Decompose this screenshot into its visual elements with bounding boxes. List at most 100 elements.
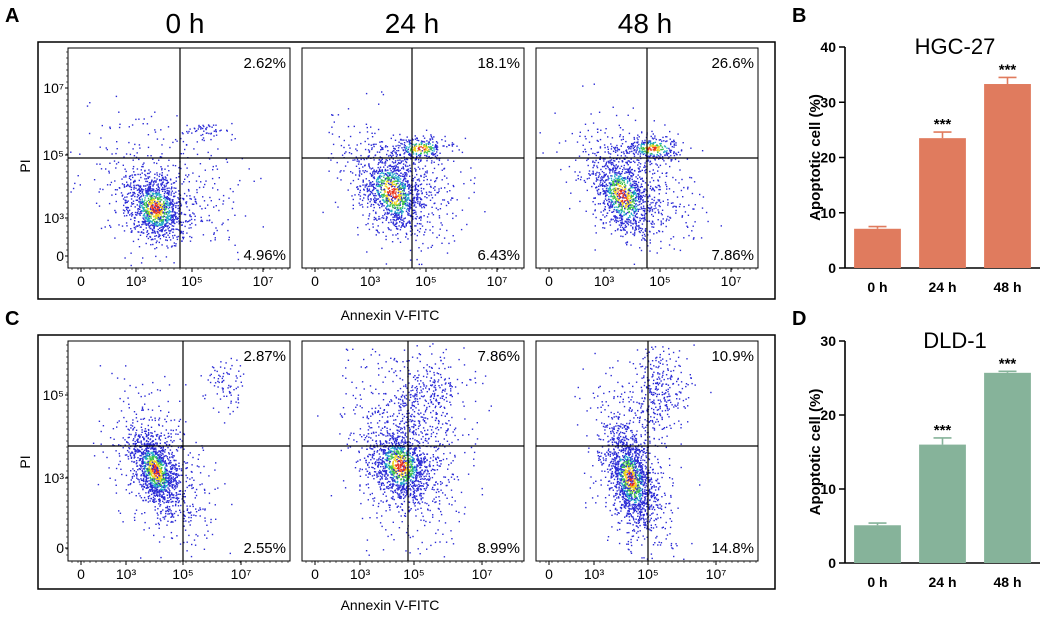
scatter-point: [186, 232, 188, 234]
scatter-point: [163, 226, 165, 228]
scatter-point: [382, 148, 384, 150]
scatter-point: [146, 206, 148, 208]
scatter-point: [140, 442, 142, 444]
scatter-point: [643, 144, 645, 146]
scatter-point: [381, 193, 383, 196]
scatter-point: [165, 179, 167, 181]
scatter-point: [448, 144, 451, 146]
scatter-point: [402, 182, 404, 184]
scatter-point: [363, 171, 366, 174]
scatter-point: [628, 173, 631, 175]
scatter-point: [108, 202, 111, 205]
scatter-point: [384, 185, 386, 187]
scatter-point: [631, 206, 633, 208]
scatter-point: [412, 218, 414, 220]
scatter-point: [443, 237, 446, 239]
scatter-point: [381, 184, 383, 187]
scatter-point: [121, 178, 123, 180]
scatter-point: [636, 141, 638, 144]
scatter-point: [428, 150, 430, 153]
scatter-point: [397, 228, 399, 230]
scatter-point: [386, 178, 388, 180]
scatter-point: [674, 158, 677, 161]
scatter-point: [370, 174, 373, 176]
scatter-point: [616, 166, 619, 168]
scatter-point: [419, 201, 421, 203]
scatter-point: [624, 186, 626, 189]
scatter-point: [434, 145, 436, 147]
scatter-point: [393, 188, 395, 190]
scatter-point: [623, 188, 626, 191]
scatter-point: [402, 223, 404, 225]
scatter-point: [162, 221, 164, 223]
scatter-point: [419, 184, 422, 186]
scatter-point: [617, 191, 619, 193]
scatter-point: [116, 189, 118, 191]
scatter-point: [634, 207, 637, 209]
scatter-point: [425, 191, 428, 194]
scatter-point: [168, 226, 171, 229]
scatter-point: [153, 195, 155, 198]
scatter-point: [433, 167, 436, 170]
scatter-point: [643, 147, 645, 150]
scatter-point: [429, 221, 431, 223]
scatter-point: [431, 206, 433, 208]
scatter-point: [649, 148, 651, 150]
scatter-point: [237, 258, 240, 261]
scatter-point: [144, 216, 146, 219]
scatter-point: [143, 185, 145, 187]
scatter-point: [613, 206, 616, 209]
scatter-point: [366, 183, 368, 185]
scatter-point: [213, 233, 215, 235]
scatter-point: [395, 191, 397, 193]
scatter-point: [619, 127, 622, 129]
scatter-point: [74, 182, 76, 185]
scatter-point: [197, 128, 199, 130]
scatter-point: [650, 202, 652, 204]
scatter-point: [626, 161, 628, 163]
scatter-point: [125, 222, 128, 224]
plot-frame: [67, 340, 291, 562]
scatter-point: [386, 177, 388, 179]
scatter-point: [402, 219, 404, 221]
scatter-point: [216, 168, 219, 170]
scatter-point: [368, 151, 371, 153]
scatter-point: [630, 169, 633, 171]
scatter-point: [418, 149, 420, 151]
scatter-point: [167, 220, 169, 222]
scatter-point: [596, 166, 599, 169]
scatter-point: [622, 205, 625, 207]
scatter-point: [395, 220, 397, 222]
scatter-point: [183, 192, 186, 195]
scatter-point: [406, 202, 408, 204]
scatter-point: [663, 160, 665, 162]
scatter-point: [431, 153, 433, 155]
scatter-point: [626, 177, 629, 180]
scatter-point: [420, 174, 422, 177]
scatter-point: [412, 180, 414, 182]
scatter-point: [652, 179, 655, 182]
scatter-point: [410, 207, 412, 209]
scatter-point: [170, 246, 173, 248]
scatter-point: [632, 199, 635, 201]
scatter-point: [149, 213, 151, 215]
scatter-point: [397, 207, 399, 210]
scatter-point: [160, 214, 162, 216]
scatter-point: [126, 201, 128, 203]
scatter-point: [622, 179, 624, 182]
scatter-point: [392, 191, 395, 194]
scatter-point: [366, 158, 368, 160]
scatter-point: [649, 242, 651, 244]
scatter-point: [158, 203, 160, 205]
scatter-point: [199, 126, 202, 128]
scatter-point: [603, 172, 605, 174]
scatter-point: [148, 183, 150, 186]
scatter-point: [178, 210, 180, 212]
scatter-point: [423, 149, 425, 151]
scatter-point: [641, 147, 643, 150]
scatter-point: [134, 143, 136, 146]
scatter-point: [400, 188, 402, 191]
scatter-point: [414, 167, 416, 170]
scatter-point: [363, 197, 365, 199]
scatter-point: [176, 218, 178, 220]
